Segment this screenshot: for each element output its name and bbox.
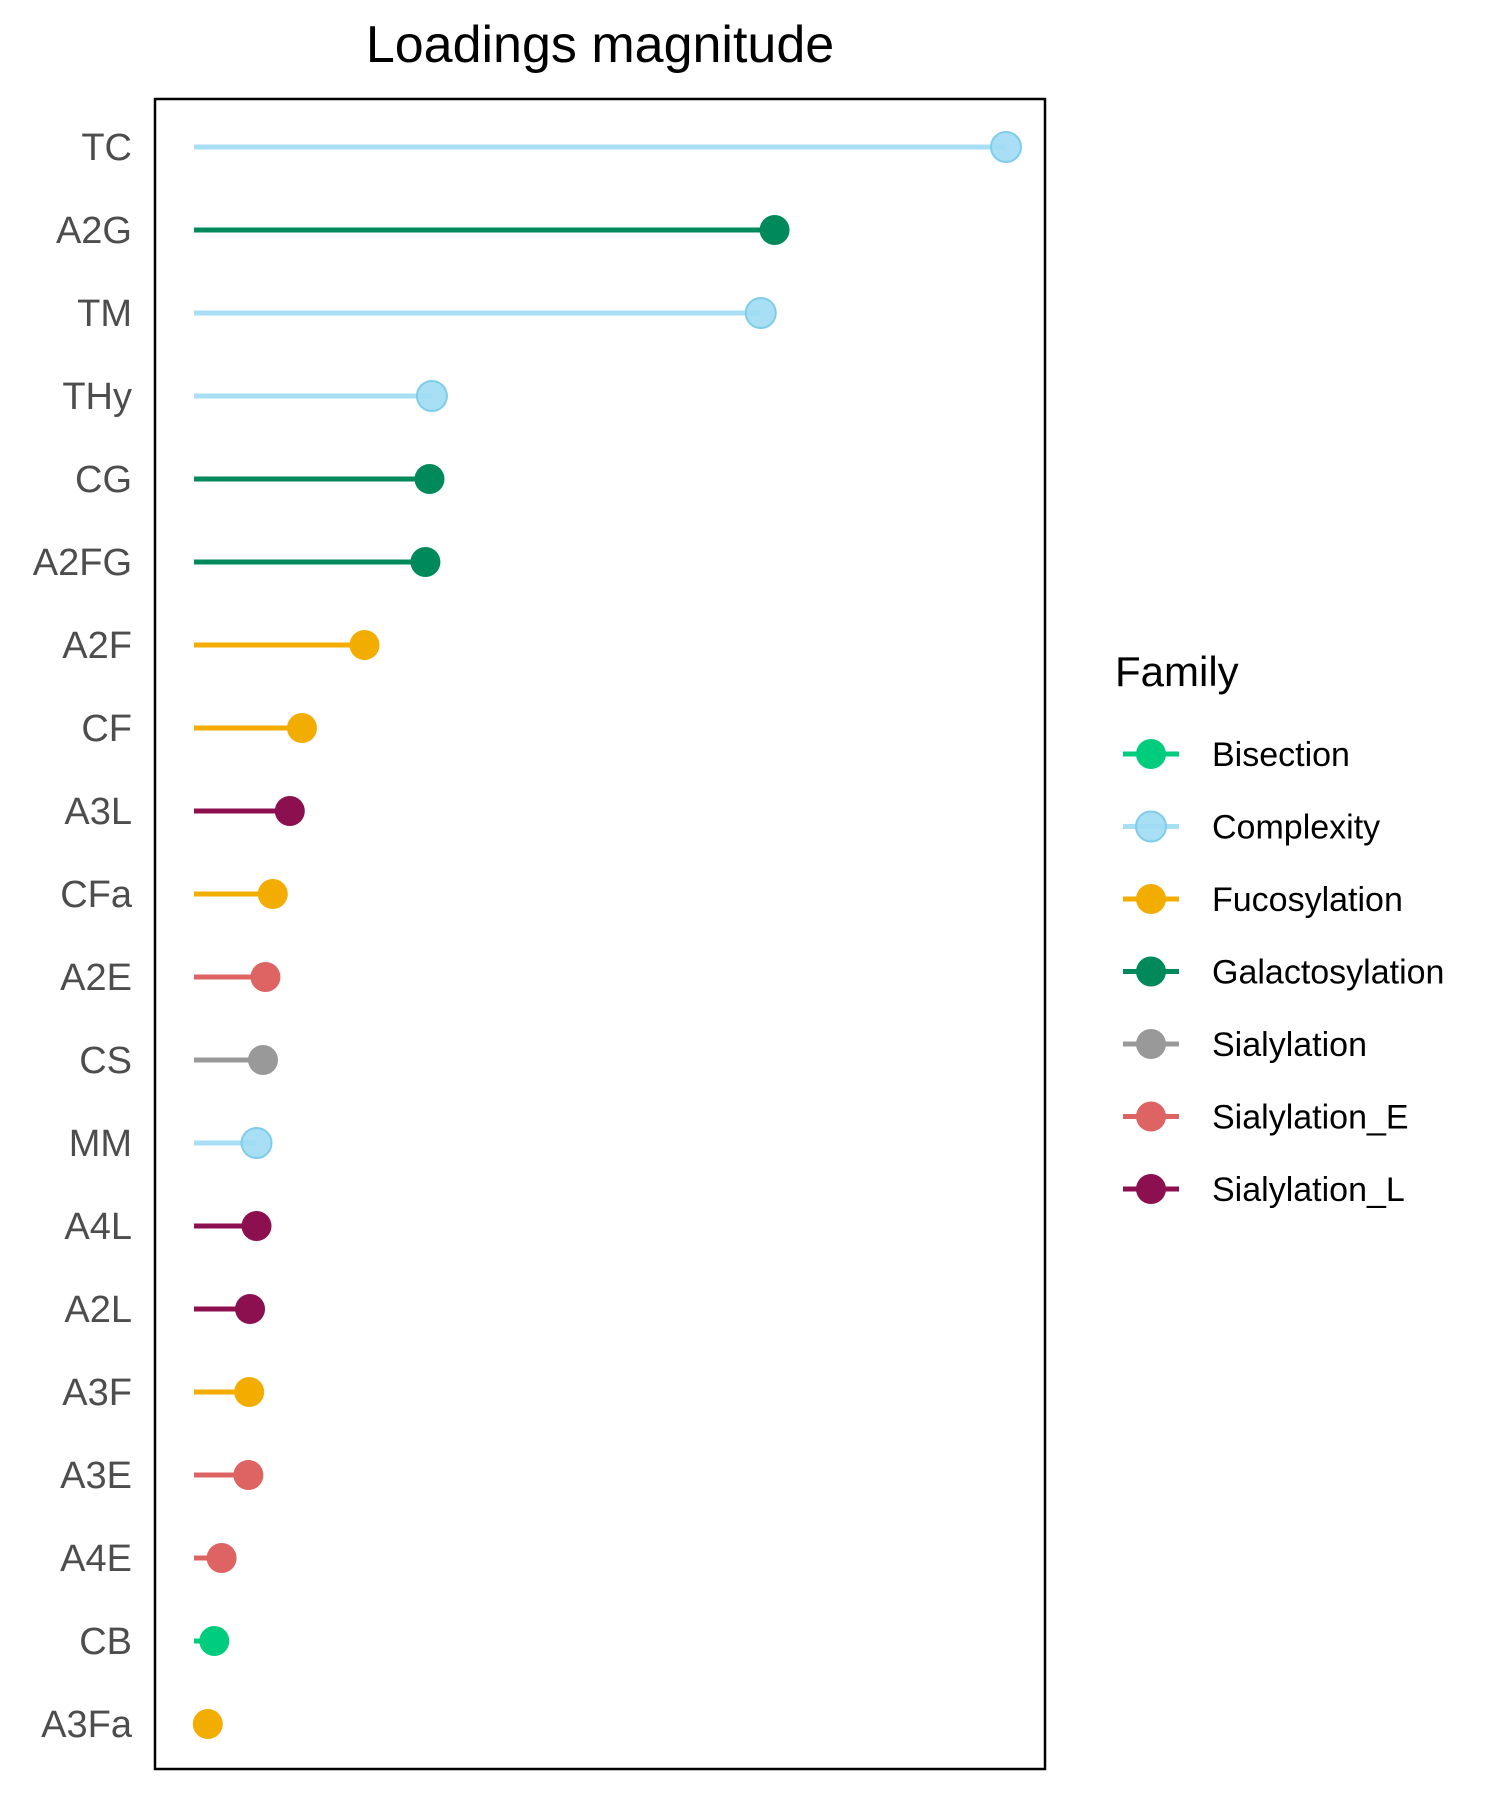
legend-label-complexity: Complexity bbox=[1212, 809, 1380, 847]
legend-key-point-sialylation bbox=[1136, 1029, 1166, 1059]
lollipop-point-cg bbox=[414, 464, 445, 494]
y-tick-label-a2f: A2F bbox=[62, 625, 132, 667]
legend-key-point-complexity bbox=[1135, 810, 1167, 843]
y-tick-label-mm: MM bbox=[69, 1123, 132, 1165]
lollipop-point-cfa bbox=[257, 879, 288, 909]
lollipop-point-a4e bbox=[206, 1543, 237, 1573]
lollipop-point-a2f bbox=[349, 630, 380, 660]
y-tick-label-tc: TC bbox=[81, 127, 132, 169]
lollipop-point-a2g bbox=[759, 215, 790, 245]
y-tick-label-a2fg: A2FG bbox=[33, 542, 132, 584]
lollipop-point-a4l bbox=[241, 1211, 272, 1241]
lollipop-point-cf bbox=[286, 713, 317, 743]
y-tick-label-thy: THy bbox=[62, 376, 132, 418]
lollipop-point-a3e bbox=[233, 1460, 264, 1490]
y-tick-label-a3f: A3F bbox=[62, 1372, 132, 1414]
y-tick-label-a3e: A3E bbox=[60, 1455, 132, 1497]
y-tick-label-a3fa: A3Fa bbox=[41, 1704, 133, 1746]
plot-panel-border bbox=[153, 97, 1047, 1771]
lollipop-point-a2fg bbox=[410, 547, 441, 577]
y-tick-label-cfa: CFa bbox=[60, 874, 133, 916]
y-tick-label-a4l: A4L bbox=[64, 1206, 132, 1248]
lollipop-point-a2e bbox=[250, 962, 281, 992]
legend-label-fucosylation: Fucosylation bbox=[1212, 881, 1403, 919]
y-tick-label-a2l: A2L bbox=[64, 1289, 132, 1331]
y-tick-label-cb: CB bbox=[79, 1621, 132, 1663]
legend-key-point-fucosylation bbox=[1136, 884, 1166, 914]
legend-title: Family bbox=[1115, 648, 1239, 695]
legend-label-sialylation-e: Sialylation_E bbox=[1212, 1099, 1409, 1137]
legend: Family Bisection Complexity Fucosylation Ga… bbox=[1115, 648, 1444, 1209]
lollipop-point-a2l bbox=[235, 1294, 266, 1324]
y-tick-label-a2g: A2G bbox=[56, 210, 132, 252]
lollipop-point-mm bbox=[240, 1127, 273, 1159]
legend-key-point-sialylation-e bbox=[1136, 1101, 1166, 1132]
lollipop-point-a3fa bbox=[192, 1709, 223, 1739]
chart-title: Loadings magnitude bbox=[366, 16, 834, 74]
lollipop-point-a3f bbox=[234, 1377, 265, 1407]
chart-marks bbox=[192, 131, 1022, 1739]
y-tick-label-tm: TM bbox=[77, 293, 132, 335]
y-tick-label-a4e: A4E bbox=[60, 1538, 132, 1580]
y-tick-label-cf: CF bbox=[81, 708, 132, 750]
legend-label-galactosylation: Galactosylation bbox=[1212, 954, 1444, 992]
y-tick-label-cs: CS bbox=[79, 1040, 132, 1082]
legend-key-point-bisection bbox=[1136, 739, 1166, 769]
lollipop-point-a3l bbox=[274, 796, 305, 826]
lollipop-point-tm bbox=[744, 297, 777, 329]
y-tick-label-cg: CG bbox=[75, 459, 132, 501]
legend-key-point-galactosylation bbox=[1136, 956, 1166, 987]
legend-label-sialylation-l: Sialylation_L bbox=[1212, 1171, 1405, 1209]
lollipop-point-cs bbox=[248, 1045, 279, 1075]
lollipop-point-tc bbox=[990, 131, 1022, 163]
legend-items: Bisection Complexity Fucosylation Galactosy… bbox=[1123, 736, 1444, 1209]
legend-label-bisection: Bisection bbox=[1212, 736, 1350, 774]
y-tick-label-a3l: A3L bbox=[64, 791, 132, 833]
legend-key-point-sialylation-l bbox=[1136, 1174, 1166, 1204]
lollipop-point-thy bbox=[415, 380, 448, 412]
y-axis-tick-labels: TC A2G TM THy CG A2FG A2F CF A3L CFa A2E CS MM A4L A2L… bbox=[33, 127, 133, 1746]
legend-label-sialylation: Sialylation bbox=[1212, 1026, 1367, 1064]
lollipop-point-cb bbox=[199, 1626, 230, 1656]
y-tick-label-a2e: A2E bbox=[60, 957, 132, 999]
